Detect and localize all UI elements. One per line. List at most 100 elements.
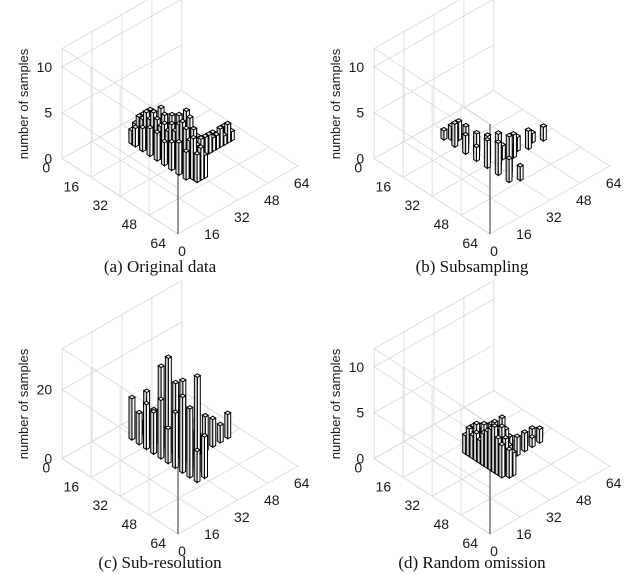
b-x-tick-64: 64 (606, 175, 622, 191)
d-y-tick-64: 64 (462, 535, 478, 551)
subplot-a-bars (127, 104, 236, 184)
b-bar-21 (494, 139, 503, 177)
a-x-tick-16: 16 (204, 226, 220, 242)
d-wall-grid-z-0 (373, 390, 494, 535)
c-bar-1 (128, 394, 136, 442)
d-bar-29 (528, 434, 537, 449)
a-bar-31 (153, 129, 162, 163)
b-bar-16 (539, 123, 548, 143)
b-z-label: number of samples (328, 48, 343, 159)
a-y-tick-16: 16 (64, 178, 80, 194)
a-y-tick-32: 32 (93, 197, 109, 213)
a-wall-grid-z-5 (61, 44, 182, 189)
d-x-tick-48: 48 (576, 492, 592, 508)
d-y-tick-32: 32 (405, 497, 421, 513)
c-bar-12 (223, 410, 232, 440)
d-x-tick-32: 32 (546, 509, 562, 525)
a-bar-10 (131, 124, 140, 148)
c-bar-11 (164, 425, 173, 465)
a-z-label: number of samples (16, 48, 31, 159)
b-z-tick-0: 0 (356, 150, 364, 166)
b-x-tick-32: 32 (546, 209, 562, 225)
d-wall-grid-z-12 (373, 280, 494, 425)
a-wall-grid-z-12 (61, 0, 179, 125)
c-bar-13 (216, 421, 225, 444)
c-x-tick-32: 32 (234, 509, 250, 525)
d-wall-grid-z-10 (373, 298, 494, 443)
d-y-tick-0: 0 (354, 459, 362, 475)
d-z-tick-10: 10 (349, 359, 365, 375)
c-floor-grid-y-48 (148, 446, 269, 516)
c-bar-23 (185, 405, 194, 479)
c-y-tick-48: 48 (121, 516, 137, 532)
d-y-tick-16: 16 (376, 478, 392, 494)
subplot-b-caption: (b) Subsampling (416, 257, 529, 276)
a-x-tick-64: 64 (294, 175, 310, 191)
c-z-tick-0: 0 (44, 450, 52, 466)
b-y-tick-64: 64 (462, 235, 478, 251)
c-bar-21 (178, 393, 187, 475)
a-bar-38 (160, 138, 169, 167)
b-bar-17 (524, 127, 533, 151)
a-z-tick-0: 0 (44, 150, 52, 166)
b-bar-0 (440, 126, 448, 142)
a-bar-83 (182, 148, 191, 181)
a-floor-grid-y-48 (148, 146, 269, 216)
d-bar-30 (520, 429, 529, 453)
c-bar-24 (200, 432, 209, 480)
b-y-tick-16: 16 (376, 178, 392, 194)
b-y-tick-48: 48 (433, 216, 449, 232)
c-x-tick-64: 64 (294, 475, 310, 491)
b-bar-6 (461, 131, 470, 156)
a-bar-76 (174, 139, 183, 177)
b-y-tick-0: 0 (354, 159, 362, 175)
b-floor-grid-x-64 (493, 90, 610, 167)
a-y-tick-0: 0 (42, 159, 50, 175)
b-x-tick-16: 16 (516, 226, 532, 242)
c-bar-3 (135, 409, 144, 446)
b-y-tick-32: 32 (405, 197, 421, 213)
subplot-c: 0 16 32 48 64 0 16 32 48 64 0 20 number of samples (… (16, 280, 310, 572)
b-wall-grid-z-10 (373, 0, 493, 143)
a-bar-59 (223, 120, 232, 145)
a-bar-24 (146, 124, 154, 158)
d-x-tick-16: 16 (516, 526, 532, 542)
subplot-b-labels: 0 16 32 48 64 0 16 32 48 64 0 5 10 number of samples (328, 48, 622, 259)
b-x-tick-48: 48 (576, 192, 592, 208)
a-bar-57 (167, 138, 176, 172)
c-y-tick-64: 64 (150, 535, 166, 551)
b-floor-grid-y-64 (489, 165, 610, 235)
subplot-d-caption: (d) Random omission (398, 553, 546, 572)
d-bar-28 (535, 425, 544, 445)
b-x-tick-0: 0 (490, 243, 498, 259)
d-bar-46 (505, 446, 514, 480)
b-wall-grid-z-12 (373, 0, 491, 125)
c-y-tick-16: 16 (64, 478, 80, 494)
c-floor-grid-y-64 (177, 465, 298, 535)
subplot-c-bars (128, 354, 232, 484)
b-bar-3 (450, 120, 459, 149)
c-bar-7 (149, 408, 158, 456)
c-z-tick-20: 20 (37, 382, 53, 398)
a-y-tick-64: 64 (150, 235, 166, 251)
b-bar-25 (516, 162, 525, 182)
b-bar-24 (505, 155, 513, 184)
subplot-c-labels: 0 16 32 48 64 0 16 32 48 64 0 20 number of samples (16, 348, 310, 559)
a-z-tick-5: 5 (44, 105, 52, 121)
b-wall-grid-z-0 (373, 90, 494, 235)
subplot-d-grid (373, 280, 610, 535)
subplot-d-labels: 0 16 32 48 64 0 16 32 48 64 0 5 10 number of samples (328, 348, 622, 559)
c-bar-25 (193, 447, 201, 484)
c-bar-9 (157, 396, 165, 460)
d-z-tick-0: 0 (356, 450, 364, 466)
d-y-tick-48: 48 (433, 516, 449, 532)
a-y-tick-48: 48 (121, 216, 137, 232)
d-floor-grid-y-64 (489, 465, 610, 535)
a-bar-89 (193, 150, 201, 184)
c-bar-14 (208, 415, 217, 449)
a-x-tick-0: 0 (178, 243, 186, 259)
d-x-tick-64: 64 (606, 475, 622, 491)
d-wall-grid-z-5 (373, 344, 494, 489)
